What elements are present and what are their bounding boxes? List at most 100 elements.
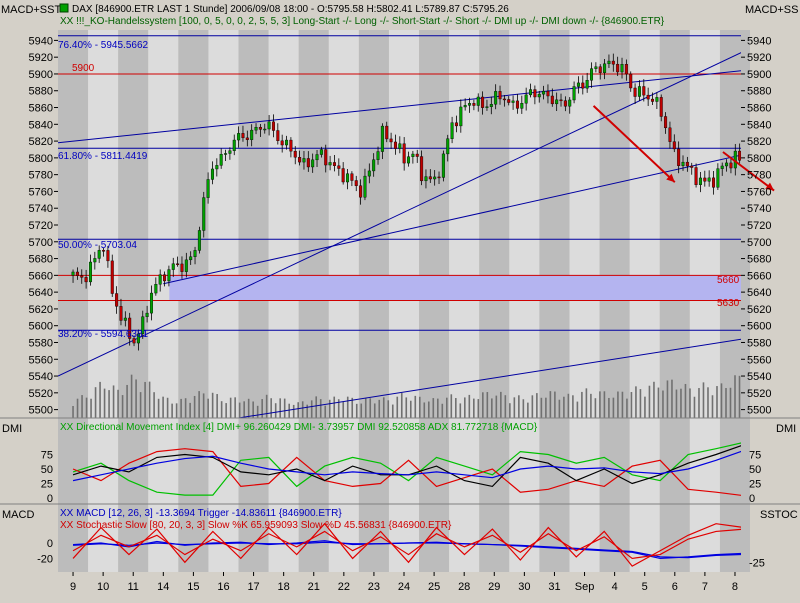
dmi-lines <box>72 442 741 496</box>
volume-bar <box>540 397 543 418</box>
volume-bar <box>112 385 115 418</box>
candle-body <box>97 250 101 259</box>
candle-body <box>337 165 341 169</box>
candle-body <box>245 137 249 140</box>
y-tick-label: 5720 <box>747 220 771 232</box>
candle-body <box>263 128 267 131</box>
y-tick-label: 5560 <box>747 354 771 366</box>
volume-bar <box>527 402 529 418</box>
candle-body <box>84 277 88 283</box>
y-tick-label: 5680 <box>29 254 53 266</box>
volume-bar <box>432 398 435 418</box>
volume-bar <box>283 398 286 418</box>
candle-body <box>184 259 188 272</box>
macd-tick-label: 0 <box>47 538 53 550</box>
candle-body <box>585 80 589 89</box>
candle-body <box>80 275 84 278</box>
volume-bar <box>734 375 736 418</box>
candle-body <box>341 168 345 183</box>
dmi-tick-label: 50 <box>749 464 761 476</box>
candle-body <box>685 161 689 167</box>
volume-bar <box>337 399 340 418</box>
candle-body <box>616 63 620 73</box>
volume-bar <box>90 398 92 418</box>
dmi-series-dmi- <box>72 442 741 496</box>
volume-bars <box>72 374 741 418</box>
volume-bar <box>391 404 394 418</box>
y-tick-label: 5920 <box>29 52 53 64</box>
trend-lines <box>58 52 741 418</box>
y-tick-label: 5520 <box>747 388 771 400</box>
candle-body <box>637 86 641 97</box>
macd-label-right: SSTOC <box>760 509 798 521</box>
dmi-series-adx <box>72 450 741 482</box>
candle-body <box>563 100 567 107</box>
candle-body <box>633 87 637 97</box>
volume-bar <box>446 397 448 418</box>
volume-bar <box>94 387 97 418</box>
volume-bar <box>346 396 349 418</box>
candle-body <box>359 185 363 198</box>
y-tick-label: 5600 <box>29 321 53 333</box>
volume-bar <box>436 398 439 418</box>
candle-body <box>197 230 201 251</box>
volume-bar <box>373 403 376 418</box>
fib-label-3820: 38.20% - 5594.6381 <box>58 329 149 340</box>
candle-body <box>738 150 741 161</box>
candle-body <box>716 168 720 188</box>
price-header: DAX [846900.ETR LAST 1 Stunde] 2006/09/0… <box>72 4 509 15</box>
y-tick-label: 5580 <box>747 337 771 349</box>
volume-bar <box>306 404 309 418</box>
candle-body <box>106 250 110 262</box>
volume-bar <box>599 391 601 418</box>
candle-body <box>529 89 533 96</box>
candle-body <box>158 274 162 285</box>
x-tick-label: 29 <box>488 581 500 593</box>
candle-body <box>420 156 424 182</box>
candle-body <box>433 176 437 180</box>
candle-body <box>454 122 458 127</box>
level-label-5660: 5660 <box>717 275 740 286</box>
volume-bar <box>175 403 178 418</box>
candle-body <box>459 106 463 127</box>
dmi-label-left: DMI <box>2 423 22 435</box>
y-tick-label: 5800 <box>29 153 53 165</box>
volume-bar <box>576 401 579 418</box>
y-tick-label: 5520 <box>29 388 53 400</box>
y-tick-label: 5940 <box>747 35 771 47</box>
volume-bar <box>427 401 430 418</box>
candle-body <box>324 149 328 166</box>
y-tick-label: 5580 <box>29 337 53 349</box>
candle-body <box>163 274 167 282</box>
volume-bar <box>459 403 462 418</box>
x-tick-label: 24 <box>398 581 410 593</box>
volume-bar <box>617 391 619 418</box>
candle-body <box>677 148 681 166</box>
arrow-line <box>722 151 775 192</box>
volume-bar <box>662 390 664 418</box>
candle-body <box>380 125 384 152</box>
candle-body <box>293 150 297 158</box>
volume-bar <box>360 403 363 418</box>
fib-label-6180: 61.80% - 5811.4419 <box>58 151 148 162</box>
volume-bar <box>81 395 83 418</box>
volume-bar <box>567 393 570 418</box>
trend-line <box>58 52 741 377</box>
volume-bar <box>729 387 732 418</box>
candle-body <box>485 106 489 108</box>
volume-bar <box>144 381 146 418</box>
volume-bar <box>76 398 79 418</box>
volume-bar <box>198 391 200 418</box>
candle-body <box>115 293 119 307</box>
volume-bar <box>711 395 714 418</box>
volume-bar <box>590 393 592 418</box>
macd-series-trigger <box>73 541 741 559</box>
volume-bar <box>184 398 187 418</box>
candle-body <box>393 141 397 149</box>
candle-body <box>102 250 106 252</box>
dmi-tick-label: 25 <box>749 479 761 491</box>
stoch-legend: XX Stochastic Slow [80, 20, 3, 3] Slow %… <box>60 520 452 531</box>
volume-bar <box>405 397 408 418</box>
